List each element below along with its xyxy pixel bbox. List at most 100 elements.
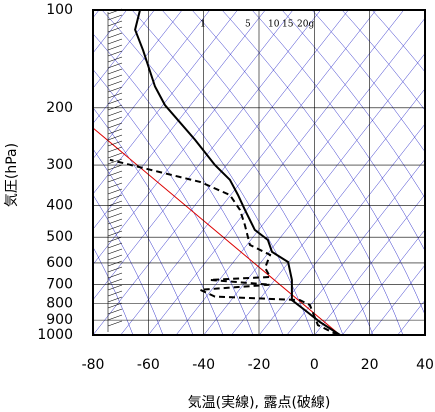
wind-barbs <box>107 8 123 332</box>
barb <box>107 242 123 249</box>
adiabat <box>221 10 425 316</box>
x-axis-label: 気温(実線), 露点(破線) <box>188 395 331 411</box>
y-tick-label: 500 <box>46 229 73 245</box>
adiabat <box>341 10 425 111</box>
isotherm <box>175 17 425 335</box>
barb <box>107 260 123 267</box>
barb <box>107 284 123 291</box>
y-tick-label: 100 <box>46 2 73 18</box>
adiabat <box>93 246 134 335</box>
barb <box>107 62 123 69</box>
adiabat <box>371 10 425 73</box>
barb <box>107 38 123 45</box>
barb <box>107 152 123 159</box>
x-tick-label: -20 <box>248 357 271 373</box>
adiabat <box>311 10 425 153</box>
barb <box>107 68 123 75</box>
x-tick-label: -60 <box>137 357 160 373</box>
y-tick-label: 800 <box>46 296 73 312</box>
barb <box>107 194 123 201</box>
y-tick-label: 300 <box>46 157 73 173</box>
barb <box>107 218 123 225</box>
barb <box>107 74 123 81</box>
barb <box>107 254 123 261</box>
y-axis-label: 気圧(hPa) <box>4 143 20 207</box>
mixing-ratio-label: 1 <box>200 20 206 30</box>
barb <box>107 26 123 33</box>
barb <box>107 200 123 207</box>
y-tick-label: 1000 <box>37 327 73 343</box>
mixing-ratio-label: 15 <box>282 20 294 30</box>
adiabat <box>191 10 404 335</box>
y-tick-label: 900 <box>46 312 73 328</box>
y-tick-label: 700 <box>46 277 73 293</box>
barb <box>107 104 123 111</box>
barb <box>107 266 123 273</box>
isotherm <box>93 10 321 301</box>
barb <box>107 44 123 51</box>
barb <box>107 92 123 99</box>
barb <box>107 98 123 105</box>
barb <box>107 230 123 237</box>
x-tick-label: 40 <box>416 357 434 373</box>
barb <box>107 272 123 279</box>
barb <box>107 80 123 87</box>
isotherm <box>286 158 425 335</box>
barb <box>107 302 123 309</box>
barb <box>107 320 123 327</box>
barb <box>107 206 123 213</box>
isotherm <box>93 10 211 160</box>
mixing-ratio-label: 10 <box>268 20 280 30</box>
adiabat <box>161 10 374 335</box>
barb <box>107 314 123 321</box>
barb <box>107 86 123 93</box>
parcel-line <box>93 127 341 335</box>
barb <box>107 110 123 117</box>
x-tick-label: -80 <box>82 357 105 373</box>
barb <box>107 296 123 303</box>
isotherm <box>93 10 294 265</box>
barb <box>107 146 123 153</box>
barb <box>107 188 123 195</box>
barb <box>107 164 123 171</box>
profile-line <box>109 158 339 335</box>
adiabat <box>101 10 314 335</box>
y-tick-label: 200 <box>46 100 73 116</box>
barb <box>107 158 123 165</box>
y-tick-label: 600 <box>46 255 73 271</box>
adiabat <box>93 33 284 335</box>
barb <box>107 248 123 255</box>
isotherm <box>93 10 238 195</box>
barb <box>107 116 123 123</box>
isotherm <box>425 0 435 335</box>
barb <box>107 122 123 129</box>
x-tick-label: 20 <box>361 357 379 373</box>
mixing-ratio-label: 5 <box>245 20 251 30</box>
y-tick-label: 400 <box>46 198 73 214</box>
adiabat <box>251 10 425 252</box>
barb <box>107 236 123 243</box>
isotherm <box>231 88 425 335</box>
isotherm <box>93 10 349 335</box>
barb <box>107 140 123 147</box>
isotherm <box>342 229 425 335</box>
isotherm <box>93 10 266 230</box>
barb <box>107 50 123 57</box>
barb <box>107 170 123 177</box>
barb <box>107 176 123 183</box>
barb <box>107 20 123 27</box>
x-tick-label: -40 <box>192 357 215 373</box>
barb <box>107 308 123 315</box>
barb <box>107 224 123 231</box>
barb <box>107 212 123 219</box>
adiabat <box>93 69 254 335</box>
barb <box>107 14 123 21</box>
barb <box>107 290 123 297</box>
barb <box>107 32 123 39</box>
barb <box>107 134 123 141</box>
mixing-ratio-label: 20g <box>297 20 314 30</box>
adiabat <box>93 194 164 335</box>
x-tick-label: 0 <box>310 357 319 373</box>
barb <box>107 182 123 189</box>
